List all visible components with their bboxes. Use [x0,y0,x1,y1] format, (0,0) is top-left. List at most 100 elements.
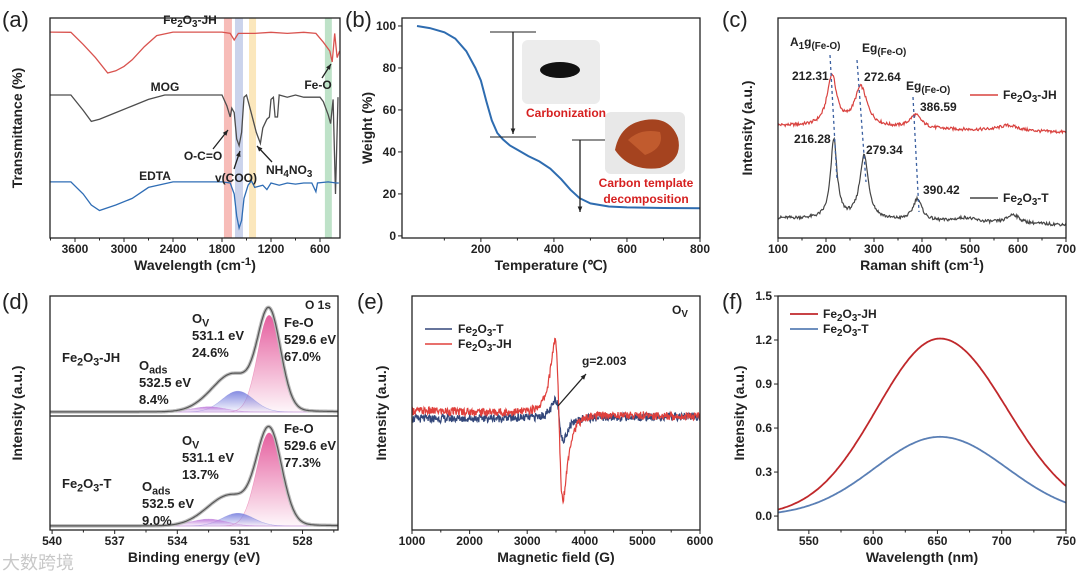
x-tick-label: 528 [293,534,313,548]
x-tick-label: 537 [105,534,125,548]
peak-label: 279.34 [866,143,903,157]
peak-shift-guide [856,59,867,183]
x-tick-label: 400 [912,242,932,256]
x-axis-label: Binding energy (eV) [128,549,260,565]
series-line-0 [50,31,340,74]
plot-area [778,337,1066,514]
panel-label: (c) [722,7,748,32]
x-tick-label: 600 [863,534,883,548]
arrow-carbonization-head [510,128,516,134]
x-tick-label: 1800 [209,242,236,256]
y-tick-label: 20 [383,187,397,201]
mode-label: Eg(Fe-O) [906,79,950,96]
x-tick-label: 700 [1056,242,1076,256]
x-tick-label: 531 [230,534,250,548]
band-highlight [223,18,232,238]
series-line-2 [50,179,339,231]
panel-label: (f) [722,289,743,314]
band-highlight [324,18,332,238]
raman-series-1 [778,136,1066,227]
axes-frame [49,17,341,239]
peak-annotation: NH4NO3 [266,163,313,180]
arrow-g-factor [557,373,587,407]
x-tick-label: 1000 [399,534,426,548]
y-tick-label: 40 [383,145,397,159]
arrow-oco-head [222,130,228,136]
x-tick-label: 534 [167,534,187,548]
axes-frame [49,295,339,531]
x-tick-label: 300 [864,242,884,256]
y-axis-label: Intensity (a.u.) [731,366,747,461]
arrow-coo-head [236,151,241,157]
peak-label: 212.31 [792,69,829,83]
fitted-envelope [50,306,338,413]
x-tick-label: 3000 [514,534,541,548]
y-tick-label: 80 [383,61,397,75]
mode-label: Eg(Fe-O) [862,41,906,58]
sample-label: Fe2O3-JH [62,350,120,368]
component-label: Fe-O [284,315,314,330]
x-tick-label: 2000 [456,534,483,548]
axes-frame [777,295,1067,531]
sample-label: Fe2O3-T [62,476,112,494]
red-sample-highlight [628,131,661,155]
y-tick-label: 0.0 [755,509,772,523]
spectrum-title: O 1s [305,298,331,312]
x-tick-label: 500 [960,242,980,256]
y-tick-label: 0.6 [755,421,772,435]
peak-label: 390.42 [923,183,960,197]
annotation-carbon-template: Carbon template [599,176,694,190]
spectrum-title: OV [672,303,688,320]
x-tick-label: 650 [927,534,947,548]
x-tick-label: 200 [816,242,836,256]
band-highlight [249,18,257,238]
panel-label: (d) [2,289,29,314]
legend-label: Fe2O3-T [458,322,504,339]
annotation-decomposition: decomposition [603,192,688,206]
legend-label: Fe2O3-JH [1003,88,1057,105]
y-axis-label: Intensity (a.u.) [373,366,389,461]
component-percent: 8.4% [139,392,169,407]
component-energy: 532.5 eV [142,496,194,511]
tga-curve [416,25,700,210]
x-tick-label: 2400 [160,242,187,256]
y-tick-label: 0.3 [755,465,772,479]
legend-label: Fe2O3-JH [458,337,512,354]
y-tick-label: 60 [383,103,397,117]
peak-label: 272.64 [864,70,901,84]
plot-area [778,72,1066,227]
x-tick-label: 600 [310,242,330,256]
arrow-decomposition-head [577,206,583,212]
x-tick-label: 6000 [687,534,714,548]
component-energy: 529.6 eV [284,332,336,347]
component-label: Oads [139,358,168,376]
x-axis-label: Wavelength (nm) [866,549,978,565]
x-tick-label: 1200 [258,242,285,256]
component-percent: 9.0% [142,513,172,528]
annotation-carbonization: Carbonization [526,106,606,120]
panel-label: (a) [2,7,29,32]
y-tick-label: 0.9 [755,377,772,391]
x-tick-label: 4000 [571,534,598,548]
peak-label: 216.28 [794,132,831,146]
x-tick-label: 400 [544,242,564,256]
panel-label: (b) [345,7,372,32]
g-factor-annotation: g=2.003 [582,354,627,368]
plot-area [50,305,338,414]
component-energy: 531.1 eV [182,450,234,465]
x-tick-label: 200 [471,242,491,256]
x-tick-label: 700 [992,534,1012,548]
plot-area [50,424,338,528]
y-tick-label: 1.2 [755,333,772,347]
x-tick-label: 5000 [629,534,656,548]
raman-series-0 [778,72,1066,135]
component-energy: 531.1 eV [192,328,244,343]
pl-series-0 [778,337,1066,511]
component-percent: 77.3% [284,455,321,470]
component-label: OV [192,311,210,329]
x-axis-label: Temperature (℃) [495,257,608,273]
peak-shift-guide [912,96,920,213]
plot-area [412,337,700,505]
black-sample [540,62,580,78]
